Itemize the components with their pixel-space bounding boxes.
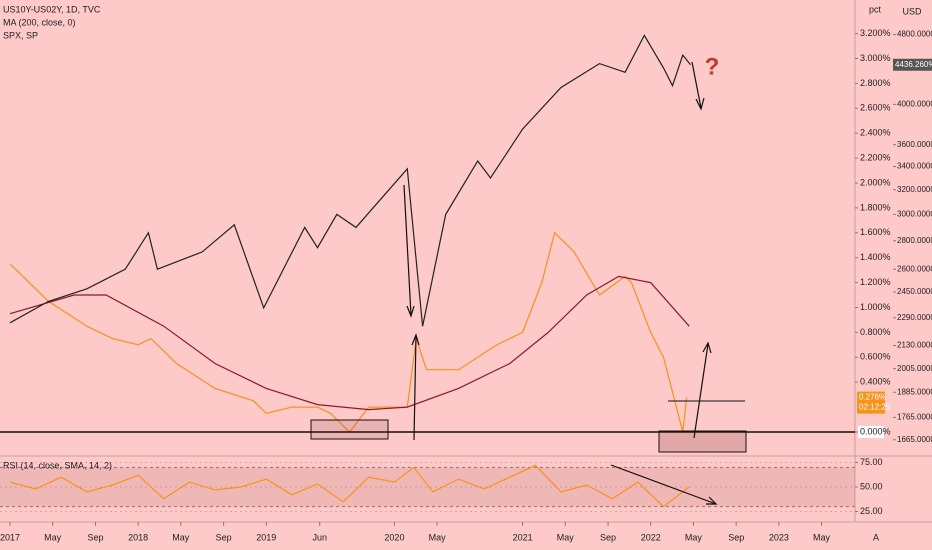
y2-tick-label: 4000.0000 <box>897 99 932 108</box>
x-tick-label: 2023 <box>769 532 789 542</box>
y-tick-label: 3.200% <box>860 28 891 38</box>
x-tick-label: May <box>429 532 447 542</box>
series-line <box>9 464 690 508</box>
y-tick-label: 0.800% <box>860 327 891 337</box>
y2-tick-label: 2800.0000 <box>897 236 932 245</box>
y2-tick-label: 3400.0000 <box>897 162 932 171</box>
legend-entry: US10Y-US02Y, 1D, TVC <box>3 4 101 14</box>
y-tick-label: 50.00 <box>860 481 883 491</box>
y2-tick-label: 3000.0000 <box>897 210 932 219</box>
price-label: 0.276% <box>859 393 886 402</box>
x-tick-label: Sep <box>216 532 232 542</box>
y-axis-unit: pct <box>869 4 882 14</box>
y2-tick-label: 4800.0000 <box>897 30 932 39</box>
y2-tick-label: 2130.0000 <box>897 341 932 350</box>
y-tick-label: 0.000% <box>860 426 891 436</box>
x-tick-label: 2017 <box>0 532 20 542</box>
y2-tick-label: 3600.0000 <box>897 140 932 149</box>
question-mark: ? <box>705 53 720 80</box>
x-tick-label: May <box>172 532 190 542</box>
legend-entry: RSI (14, close, SMA, 14, 2) <box>3 460 112 470</box>
x-tick-label: May <box>557 532 575 542</box>
y-tick-label: 3.000% <box>860 53 891 63</box>
x-tick-label: Sep <box>728 532 744 542</box>
y-tick-label: 2.200% <box>860 152 891 162</box>
y-tick-label: 1.400% <box>860 252 891 262</box>
y-tick-label: 25.00 <box>860 506 883 516</box>
y2-tick-label: 2005.0000 <box>897 364 932 373</box>
y-tick-label: 1.800% <box>860 202 891 212</box>
y-tick-label: 1.600% <box>860 227 891 237</box>
y2-tick-label: 1665.0000 <box>897 435 932 444</box>
y-tick-label: 0.400% <box>860 377 891 387</box>
price-label: 4436.260% <box>895 60 932 69</box>
y-tick-label: 1.200% <box>860 277 891 287</box>
x-tick-label: May <box>685 532 703 542</box>
y-tick-label: 75.00 <box>860 457 883 467</box>
y2-tick-label: 1765.0000 <box>897 413 932 422</box>
x-tick-label: 2020 <box>384 532 404 542</box>
legend-entry: MA (200, close, 0) <box>3 17 76 27</box>
price-box <box>893 58 932 71</box>
x-tick-label: 2018 <box>128 532 148 542</box>
series-line <box>9 275 690 411</box>
series-line <box>9 34 691 327</box>
x-tick-label: Jun <box>312 532 327 542</box>
price-box <box>857 391 885 414</box>
y2-tick-label: 2450.0000 <box>897 287 932 296</box>
y-tick-label: 2.400% <box>860 128 891 138</box>
y-tick-label: 2.000% <box>860 177 891 187</box>
y-tick-label: 0.600% <box>860 352 891 362</box>
countdown: 02:12:25 <box>859 403 891 412</box>
arrows <box>403 61 718 505</box>
y2-tick-label: 2600.0000 <box>897 264 932 273</box>
box-annotation <box>658 430 747 453</box>
x-tick-label: Sep <box>87 532 103 542</box>
x-tick-label: 2021 <box>513 532 533 542</box>
y-tick-label: 2.800% <box>860 78 891 88</box>
box-annotation <box>310 419 389 440</box>
x-tick-label: 2022 <box>641 532 661 542</box>
y2-tick-label: 3200.0000 <box>897 185 932 194</box>
y-tick-label: 2.600% <box>860 103 891 113</box>
level-box <box>858 426 884 438</box>
x-tick-label: 2019 <box>256 532 276 542</box>
y2-tick-label: 2290.0000 <box>897 313 932 322</box>
x-tick-label: Sep <box>600 532 616 542</box>
axis-button[interactable]: A <box>873 532 879 542</box>
legend-entry: SPX, SP <box>3 30 38 40</box>
x-tick-label: May <box>813 532 831 542</box>
x-tick-label: May <box>44 532 62 542</box>
y2-axis-unit: USD <box>902 6 922 16</box>
y2-tick-label: 1885.0000 <box>897 387 932 396</box>
y-tick-label: 1.000% <box>860 302 891 312</box>
